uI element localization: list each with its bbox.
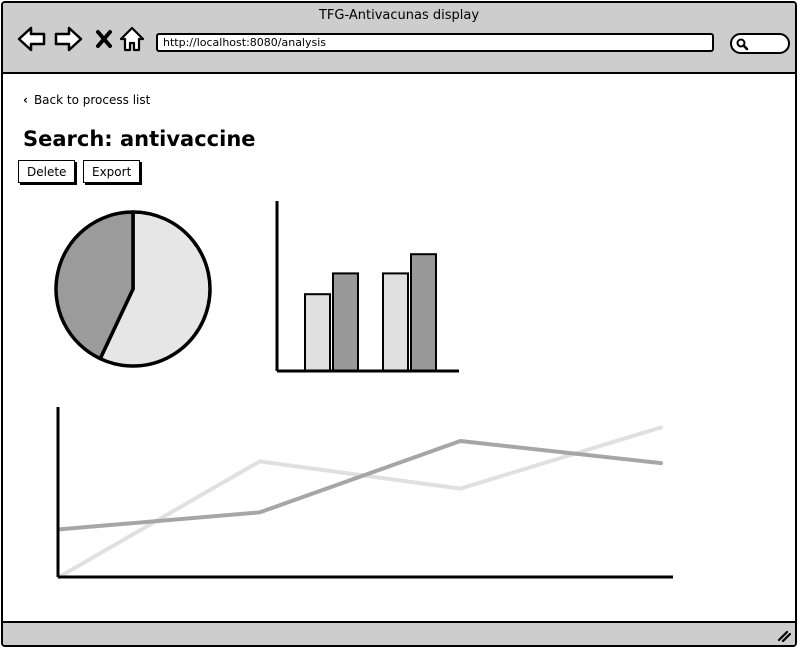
window-title: TFG-Antivacunas display xyxy=(318,8,480,23)
export-button[interactable]: Export xyxy=(83,160,141,183)
arrow-left-icon xyxy=(17,26,46,52)
home-icon xyxy=(119,26,145,52)
delete-button[interactable]: Delete xyxy=(18,160,76,183)
stop-button[interactable] xyxy=(89,25,119,53)
resize-grip-icon[interactable] xyxy=(777,628,791,642)
bar xyxy=(382,272,409,372)
back-link-label: Back to process list xyxy=(33,93,151,107)
pie-slice xyxy=(98,210,212,368)
back-to-list-link[interactable]: ‹ Back to process list xyxy=(23,93,150,107)
line-chart xyxy=(56,407,673,579)
series-line xyxy=(57,425,663,579)
browser-toolbar: TFG-Antivacunas display http://localhost… xyxy=(3,3,795,74)
bar xyxy=(304,293,331,372)
chevron-left-icon: ‹ xyxy=(23,93,28,107)
page-title: Search: antivaccine xyxy=(23,127,256,151)
search-icon xyxy=(736,38,749,51)
pie-slice xyxy=(54,210,135,361)
forward-button[interactable] xyxy=(53,25,83,53)
status-bar xyxy=(3,621,795,645)
bar-chart xyxy=(275,201,459,373)
pie-chart xyxy=(54,210,212,368)
bar xyxy=(410,253,437,373)
series-line xyxy=(57,439,663,532)
close-icon xyxy=(96,30,112,48)
bar xyxy=(332,272,359,372)
address-bar[interactable]: http://localhost:8080/analysis xyxy=(156,33,714,52)
home-button[interactable] xyxy=(117,25,147,53)
back-button[interactable] xyxy=(17,25,47,53)
search-box[interactable] xyxy=(730,33,790,54)
arrow-right-icon xyxy=(54,26,83,52)
